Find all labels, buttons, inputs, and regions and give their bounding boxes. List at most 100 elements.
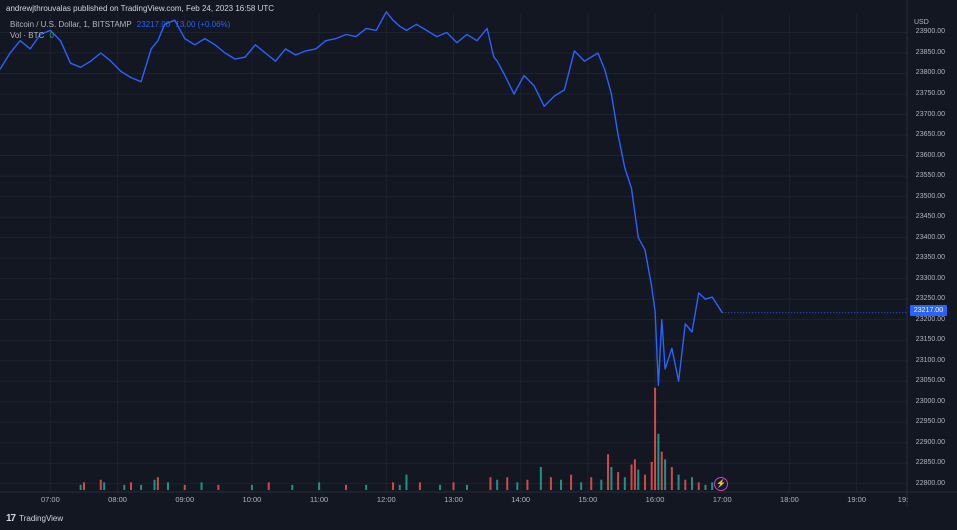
volume-bar [643,474,646,490]
volume-bar [166,482,169,490]
price-line [0,11,723,386]
time-tick-label: 13:00 [444,495,463,504]
tradingview-footer[interactable]: 17 TradingView [6,513,63,524]
price-tick-label: 23400.00 [915,233,945,241]
lightning-icon[interactable]: ⚡ [714,477,728,491]
price-tick-label: 23750.00 [915,90,945,97]
volume-bar [516,482,519,490]
volume-legend[interactable]: Vol · BTC 0 [10,31,54,40]
price-tick-label: 23200.00 [915,315,945,323]
time-tick-label: 17:00 [712,495,732,504]
volume-bar [610,467,613,490]
volume-bar [630,464,633,490]
volume-bar [607,454,610,490]
tradingview-logo-icon: 17 [6,513,16,524]
symbol-legend[interactable]: Bitcoin / U.S. Dollar, 1, BITSTAMP 23217… [10,20,230,29]
volume-bar [465,484,468,490]
volume-bar [130,482,133,490]
price-tick-label: 23100.00 [915,356,945,364]
volume-bar [570,474,573,490]
price-tick-label: 23050.00 [915,377,945,385]
time-tick-label: 08:00 [108,495,127,504]
volume-bar [600,479,603,490]
price-tick-label: 23700.00 [915,110,945,118]
time-tick-label: 12:00 [376,495,396,504]
volume-bar [657,433,660,490]
time-tick-label: 19: [897,495,909,504]
price-tick-label: 23650.00 [915,131,945,139]
time-tick-label: 11:00 [310,495,329,504]
volume-bar [183,484,186,490]
price-tick-label: 22800.00 [915,479,945,487]
volume-bar [704,484,707,490]
volume-label: Vol · BTC [10,31,45,40]
volume-bar [79,484,82,490]
volume-bar [623,477,626,490]
time-tick-label: 10:00 [242,495,262,504]
volume-bar [691,477,694,490]
price-tick-label: 23550.00 [915,172,945,180]
volume-bar [617,472,620,490]
volume-bar [539,467,542,490]
price-tick-label: 23900.00 [915,28,945,36]
volume-bar [123,484,126,490]
volume-bar [559,479,562,490]
price-tick-label: 23800.00 [915,69,945,77]
last-price: 23217.00 [136,20,171,29]
brand-label: TradingView [19,514,64,523]
volume-bar [99,479,102,490]
volume-bar [82,482,85,490]
volume-bar [637,469,640,490]
price-tick-label: 23150.00 [915,336,945,344]
volume-bar [452,482,455,490]
price-tick-label: 23350.00 [915,254,945,262]
price-tick-label: 23450.00 [915,213,945,221]
volume-bar [549,477,552,490]
volume-value: 0 [49,31,54,40]
volume-bar [392,482,395,490]
volume-bar [496,479,499,490]
volume-bar [405,474,408,490]
currency-label: USD [914,19,929,26]
volume-bar [711,482,714,490]
volume-bar [200,482,203,490]
price-tick-label: 22850.00 [915,459,945,467]
volume-bar [580,482,583,490]
volume-bar [664,459,667,490]
last-price-badge: 23217.00 [910,305,947,316]
time-tick-label: 16:00 [645,495,665,504]
volume-bar [318,482,321,490]
volume-bar [156,477,159,490]
volume-bar [217,484,220,490]
volume-bar [670,467,673,490]
volume-bar [140,484,143,490]
volume-bar [526,479,529,490]
volume-bar [103,482,106,490]
volume-bar [250,484,253,490]
volume-bar [489,477,492,490]
price-tick-label: 23850.00 [915,48,945,56]
volume-bar [697,482,700,490]
volume-bar [660,451,663,490]
volume-bar [267,482,270,490]
price-tick-label: 23300.00 [915,274,945,282]
publisher-header: andrewjthrouvalas published on TradingVi… [6,4,275,13]
volume-bar [506,477,509,490]
volume-bar [291,484,294,490]
time-tick-label: 14:00 [511,495,531,504]
volume-bar [684,479,687,490]
volume-bar [677,474,680,490]
price-tick-label: 23500.00 [915,192,945,200]
volume-bar [398,484,401,490]
volume-bar [654,387,657,490]
price-tick-label: 22900.00 [915,438,945,446]
time-tick-label: 19:00 [847,495,866,504]
price-change: 13.00 (+0.06%) [175,20,231,29]
volume-bar [439,484,442,490]
time-tick-label: 15:00 [578,495,598,504]
volume-bar [418,482,421,490]
price-tick-label: 23600.00 [915,151,945,159]
volume-bar [650,461,653,490]
